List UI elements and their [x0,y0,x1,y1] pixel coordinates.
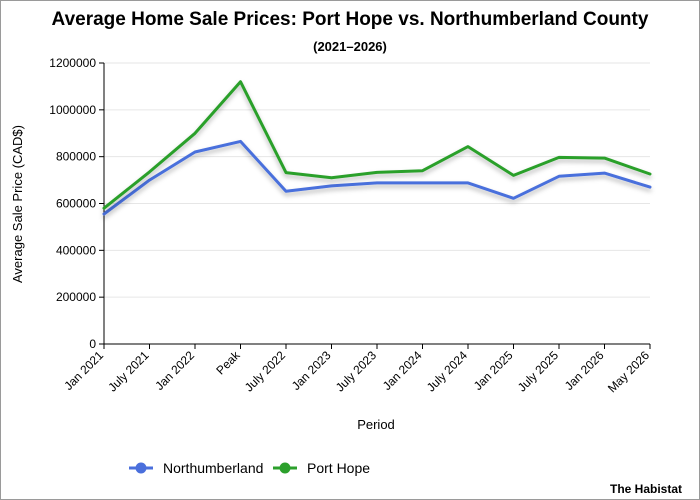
credit-label: The Habistat [610,482,682,496]
x-tick-label: July 2024 [424,348,470,394]
series-line-port-hope [102,80,652,210]
grid [104,62,650,298]
x-tick-label: Jan 2022 [152,348,197,393]
y-tick-label: 1200000 [49,56,96,70]
y-tick-label: 800000 [56,150,96,164]
y-axis-label: Average Sale Price (CAD$) [10,125,25,283]
legend-label: Northumberland [163,460,263,476]
y-tick-label: 400000 [56,243,96,257]
x-tick-label: May 2026 [605,348,652,395]
x-tick-label: Jan 2023 [289,348,334,393]
x-tick-label: July 2023 [333,348,379,394]
x-tick-label: July 2021 [105,348,151,394]
x-tick-label: Jan 2024 [380,348,425,393]
x-tick-label: Jan 2026 [562,348,607,393]
legend-marker [279,462,291,474]
axes: 0 200000 400000 600000 800000 1000000 1200000 J… [49,56,652,395]
chart-title: Average Home Sale Prices: Port Hope vs. … [52,9,649,30]
legend-marker [135,462,147,474]
y-tick-label: 600000 [56,197,96,211]
chart-subtitle: (2021–2026) [313,39,387,54]
legend-label: Port Hope [307,460,370,476]
x-tick-label: Jan 2025 [471,348,516,393]
y-tick-label: 0 [89,337,96,351]
y-tick-label: 1000000 [49,103,96,117]
legend: Northumberland Port Hope [129,460,370,476]
x-tick-label: July 2025 [515,348,561,394]
x-tick-label: Peak [213,348,243,378]
y-tick-label: 200000 [56,290,96,304]
x-axis-label: Period [357,417,395,432]
series-line-northumberland [102,139,652,216]
series-lines [102,80,652,216]
x-tick-label: July 2022 [242,348,288,394]
x-tick-label: Jan 2021 [61,348,106,393]
